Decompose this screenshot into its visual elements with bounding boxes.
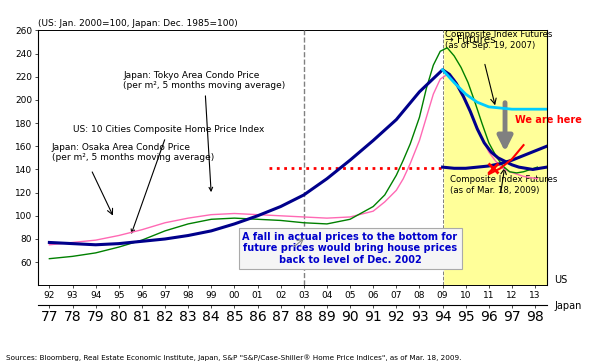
Text: Sources: Bloomberg, Real Estate Economic Institute, Japan, S&P "S&P/Case-Shiller: Sources: Bloomberg, Real Estate Economic… (6, 354, 461, 361)
Text: Japan: Japan (554, 301, 581, 311)
Text: Composite Index Futures
(as of Mar. 18, 2009): Composite Index Futures (as of Mar. 18, … (449, 175, 557, 195)
Text: US: US (554, 275, 568, 285)
Text: We are here: We are here (515, 115, 583, 125)
Text: Composite Index Futures
(as of Sep. 19, 2007): Composite Index Futures (as of Sep. 19, … (445, 30, 552, 50)
Text: → Futures: → Futures (445, 35, 496, 45)
Text: (US: Jan. 2000=100, Japan: Dec. 1985=100): (US: Jan. 2000=100, Japan: Dec. 1985=100… (38, 19, 238, 28)
Text: Japan: Tokyo Area Condo Price
(per m², 5 months moving average): Japan: Tokyo Area Condo Price (per m², 5… (124, 71, 286, 191)
Text: Japan: Osaka Area Condo Price
(per m², 5 months moving average): Japan: Osaka Area Condo Price (per m², 5… (52, 143, 214, 162)
Bar (443, 30, 558, 285)
Bar (26, 30, 443, 285)
Text: US: 10 Cities Composite Home Price Index: US: 10 Cities Composite Home Price Index (73, 125, 264, 233)
Text: A fall in actual prices to the bottom for
future prices would bring house prices: A fall in actual prices to the bottom fo… (242, 232, 458, 265)
